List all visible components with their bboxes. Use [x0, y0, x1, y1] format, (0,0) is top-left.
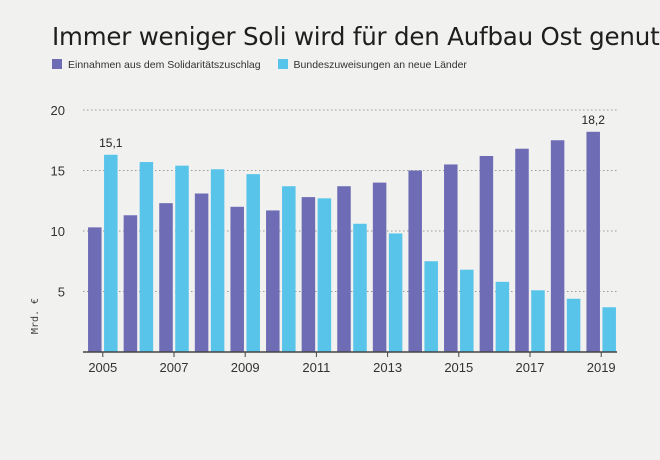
y-tick-label: 20 [51, 103, 65, 118]
bar-einnahmen-2008 [194, 193, 209, 352]
x-tick-label: 2007 [160, 360, 189, 375]
bar-einnahmen-2018 [550, 140, 565, 352]
data-label: 18,2 [582, 113, 606, 127]
bar-bundeszuweisungen-2006 [139, 162, 154, 352]
bar-bundeszuweisungen-2015 [460, 269, 474, 352]
bar-einnahmen-2006 [123, 215, 138, 352]
bar-einnahmen-2017 [515, 148, 529, 352]
bar-einnahmen-2013 [372, 182, 387, 352]
bar-bundeszuweisungen-2012 [353, 223, 367, 352]
bar-bundeszuweisungen-2007 [175, 165, 189, 352]
bar-einnahmen-2011 [301, 197, 316, 352]
bar-einnahmen-2019 [586, 131, 600, 352]
x-tick-label: 2005 [88, 360, 117, 375]
x-tick-label: 2009 [231, 360, 260, 375]
bar-bundeszuweisungen-2013 [388, 233, 403, 352]
bar-einnahmen-2005 [88, 227, 102, 352]
data-label: 15,1 [99, 136, 123, 150]
legend-label-bundeszuweisungen: Bundeszuweisungen an neue Länder [293, 59, 467, 71]
bar-einnahmen-2009 [230, 206, 244, 352]
bar-bundeszuweisungen-2009 [246, 174, 260, 352]
bar-bundeszuweisungen-2017 [531, 290, 545, 352]
x-tick-label: 2015 [444, 360, 473, 375]
bar-bundeszuweisungen-2018 [566, 298, 581, 352]
bar-einnahmen-2016 [479, 155, 494, 352]
x-tick-label: 2013 [373, 360, 402, 375]
bar-einnahmen-2007 [159, 203, 173, 352]
legend-item-einnahmen: Einnahmen aus dem Solidaritätszuschlag [52, 59, 261, 71]
chart-title: Immer weniger Soli wird für den Aufbau O… [52, 22, 660, 51]
bar-einnahmen-2010 [266, 210, 280, 352]
bar-einnahmen-2012 [337, 186, 351, 352]
bar-bundeszuweisungen-2010 [282, 186, 296, 352]
x-tick-label: 2011 [302, 360, 330, 375]
bar-bundeszuweisungen-2019 [602, 307, 616, 352]
bar-bundeszuweisungen-2014 [424, 261, 438, 352]
bar-bundeszuweisungen-2011 [317, 198, 332, 352]
y-axis-label: Mrd. € [30, 298, 41, 334]
x-tick-label: 2017 [516, 360, 545, 375]
legend: Einnahmen aus dem Solidaritätszuschlag B… [52, 59, 481, 71]
y-tick-label: 15 [51, 164, 65, 179]
y-tick-label: 10 [51, 224, 65, 239]
y-tick-label: 5 [58, 285, 65, 300]
legend-label-einnahmen: Einnahmen aus dem Solidaritätszuschlag [68, 59, 261, 71]
bar-einnahmen-2015 [444, 164, 458, 352]
bar-bundeszuweisungen-2005 [104, 154, 118, 352]
bar-einnahmen-2014 [408, 170, 422, 352]
bar-bundeszuweisungen-2016 [495, 281, 510, 352]
legend-swatch-einnahmen [52, 59, 62, 69]
legend-item-bundeszuweisungen: Bundeszuweisungen an neue Länder [277, 59, 467, 71]
x-tick-label: 2019 [587, 360, 616, 375]
bar-bundeszuweisungen-2008 [210, 169, 225, 352]
legend-swatch-bundeszuweisungen [277, 59, 288, 69]
